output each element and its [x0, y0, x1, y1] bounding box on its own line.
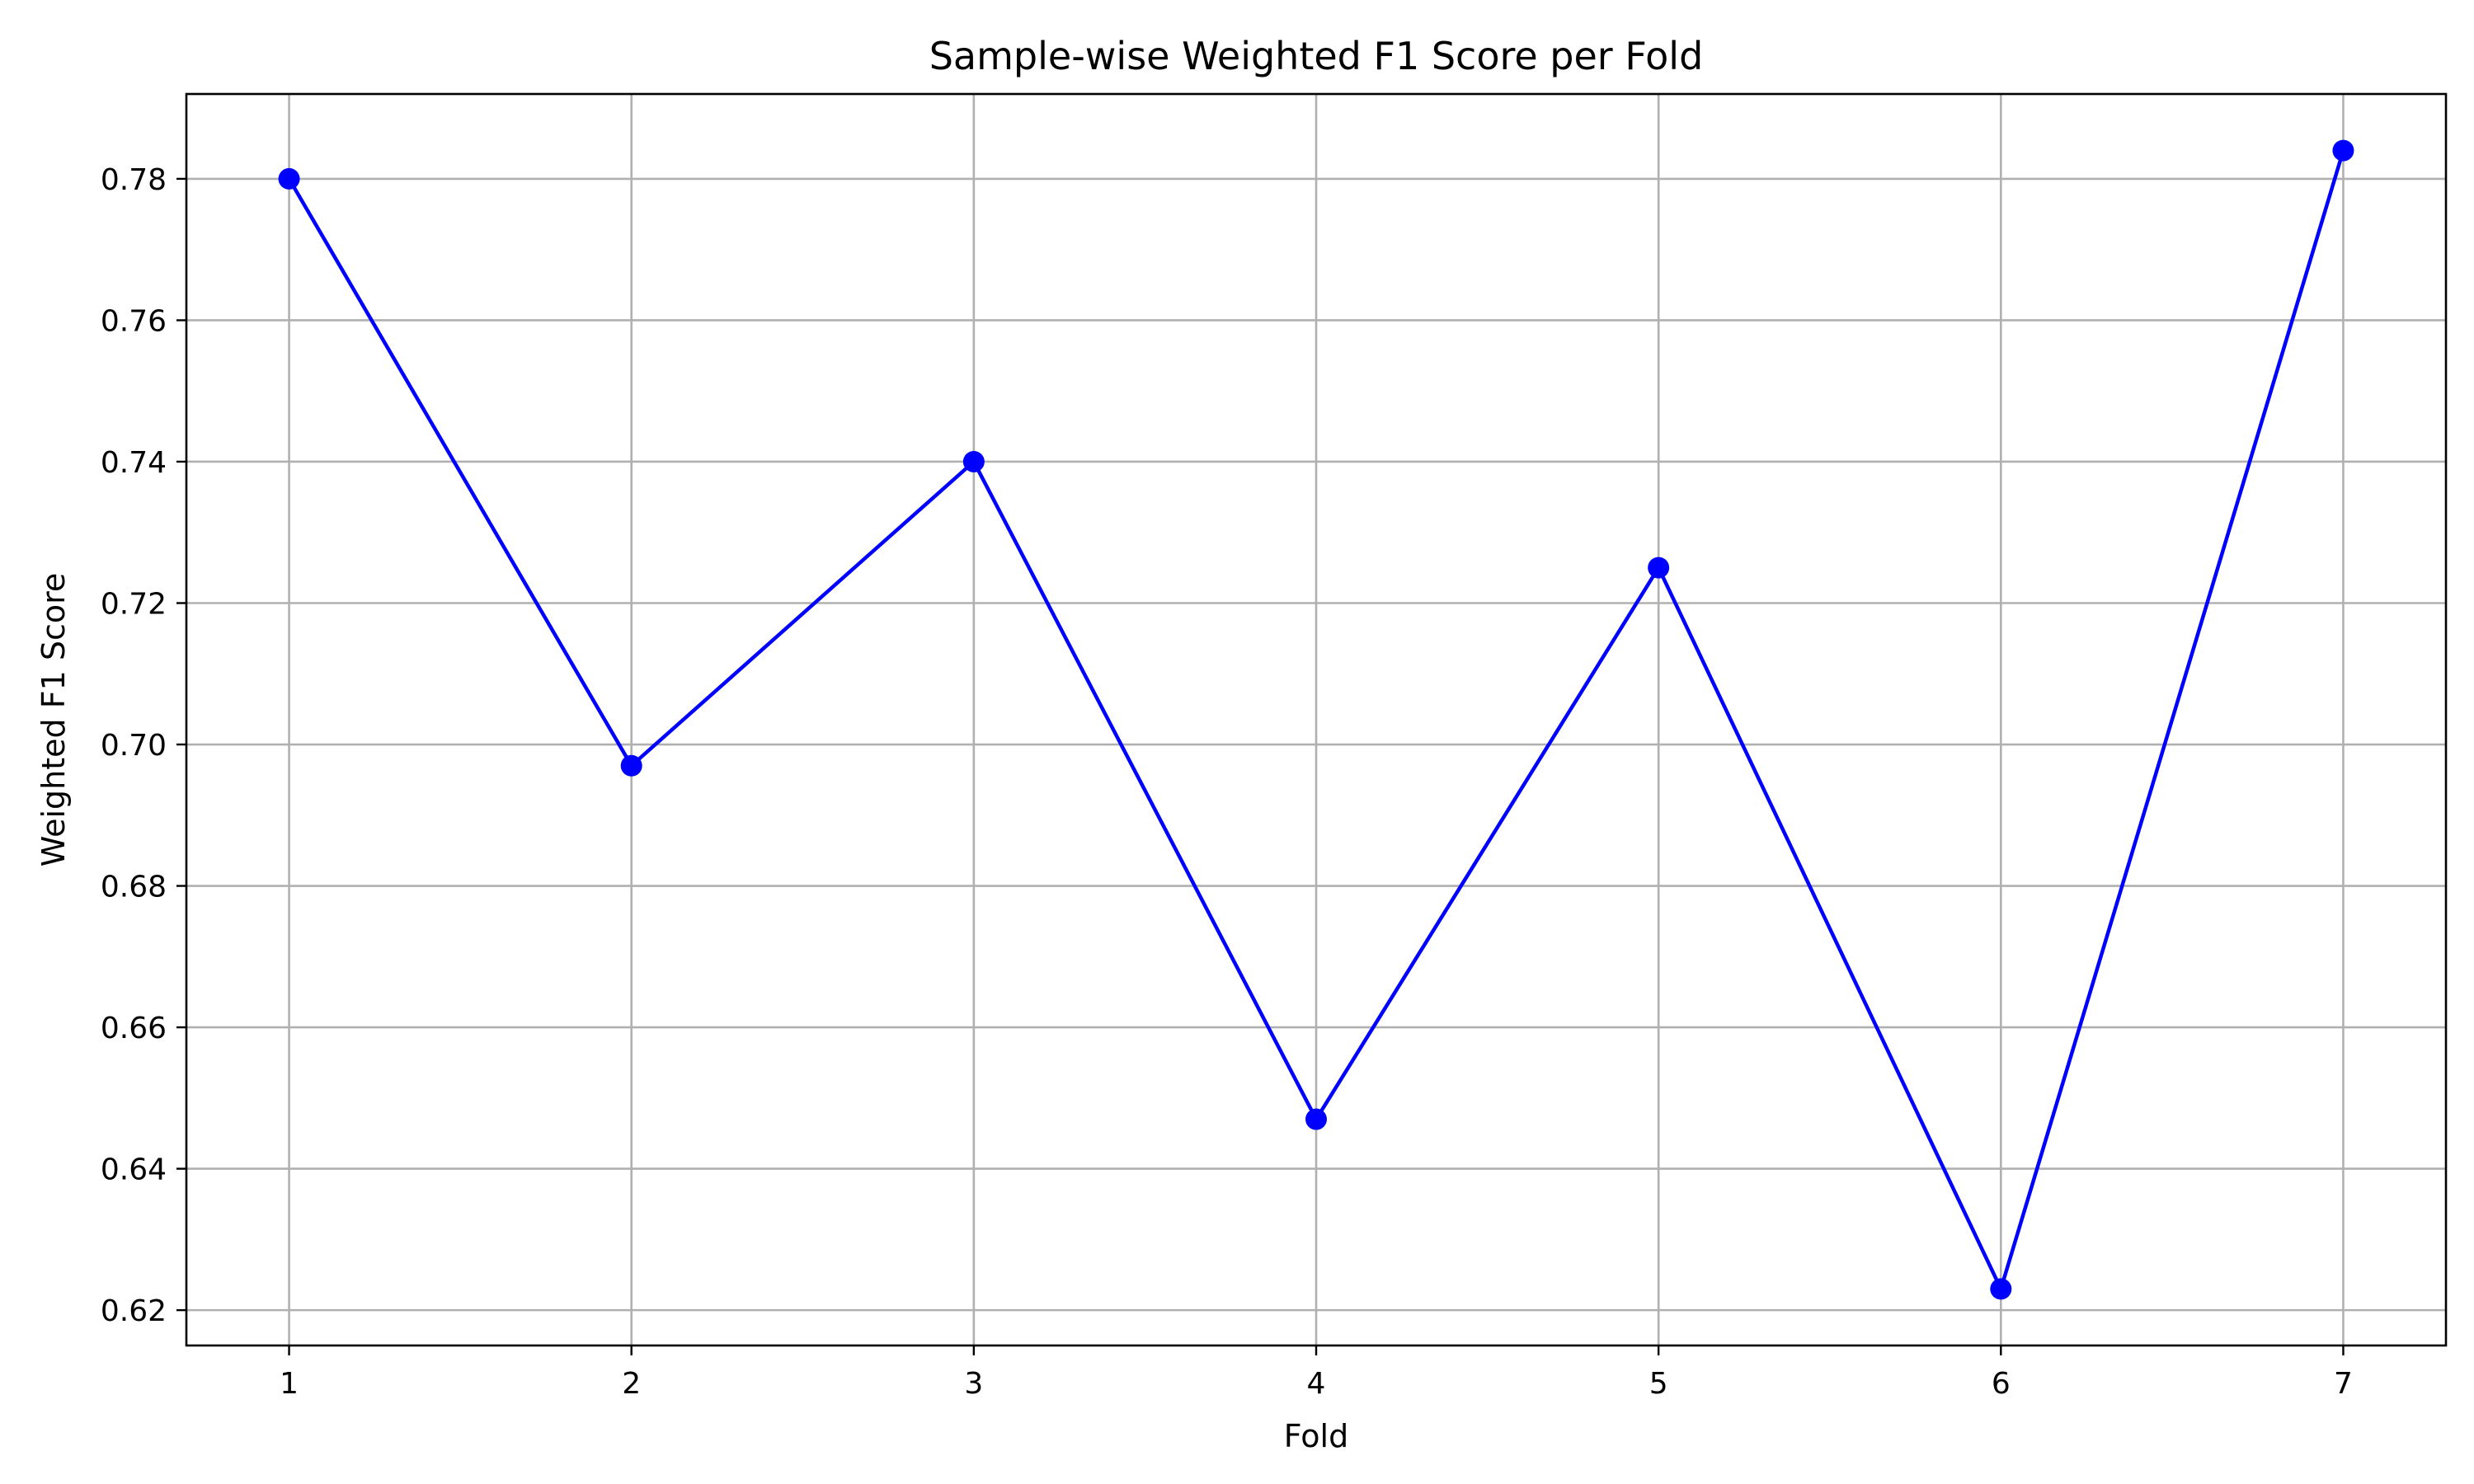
- y-tick-label: 0.64: [101, 1153, 167, 1187]
- x-tick-label: 2: [622, 1367, 641, 1401]
- x-axis-title: Fold: [1284, 1418, 1348, 1454]
- y-tick-label: 0.78: [101, 163, 167, 197]
- y-tick-label: 0.66: [101, 1012, 167, 1045]
- data-point[interactable]: [962, 450, 985, 472]
- data-point[interactable]: [1990, 1278, 2012, 1300]
- data-point[interactable]: [1305, 1108, 1327, 1130]
- grid: [186, 94, 2446, 1345]
- x-tick-label: 1: [280, 1367, 299, 1401]
- x-tick-label: 7: [2334, 1367, 2353, 1401]
- y-tick-label: 0.76: [101, 304, 167, 338]
- data-point[interactable]: [2332, 139, 2354, 162]
- y-axis-title: Weighted F1 Score: [35, 573, 72, 867]
- y-tick-label: 0.74: [101, 446, 167, 480]
- y-tick-label: 0.68: [101, 871, 167, 904]
- data-point[interactable]: [1648, 556, 1670, 579]
- data-point[interactable]: [278, 167, 300, 190]
- chart-title: Sample-wise Weighted F1 Score per Fold: [929, 34, 1704, 78]
- series-layer: [278, 139, 2354, 1300]
- y-tick-label: 0.62: [101, 1294, 167, 1328]
- data-point[interactable]: [620, 754, 642, 777]
- x-tick-label: 3: [964, 1367, 983, 1401]
- x-tick-label: 5: [1649, 1367, 1668, 1401]
- x-tick-label: 4: [1307, 1367, 1326, 1401]
- axis-ticks: 1 2 3 4 5 6 7 0.62 0.64 0.66 0.68 0.70 0.72 0.74 0.76 0…: [101, 163, 2353, 1401]
- y-tick-label: 0.70: [101, 729, 167, 763]
- y-tick-label: 0.72: [101, 587, 167, 621]
- x-tick-label: 6: [1992, 1367, 2011, 1401]
